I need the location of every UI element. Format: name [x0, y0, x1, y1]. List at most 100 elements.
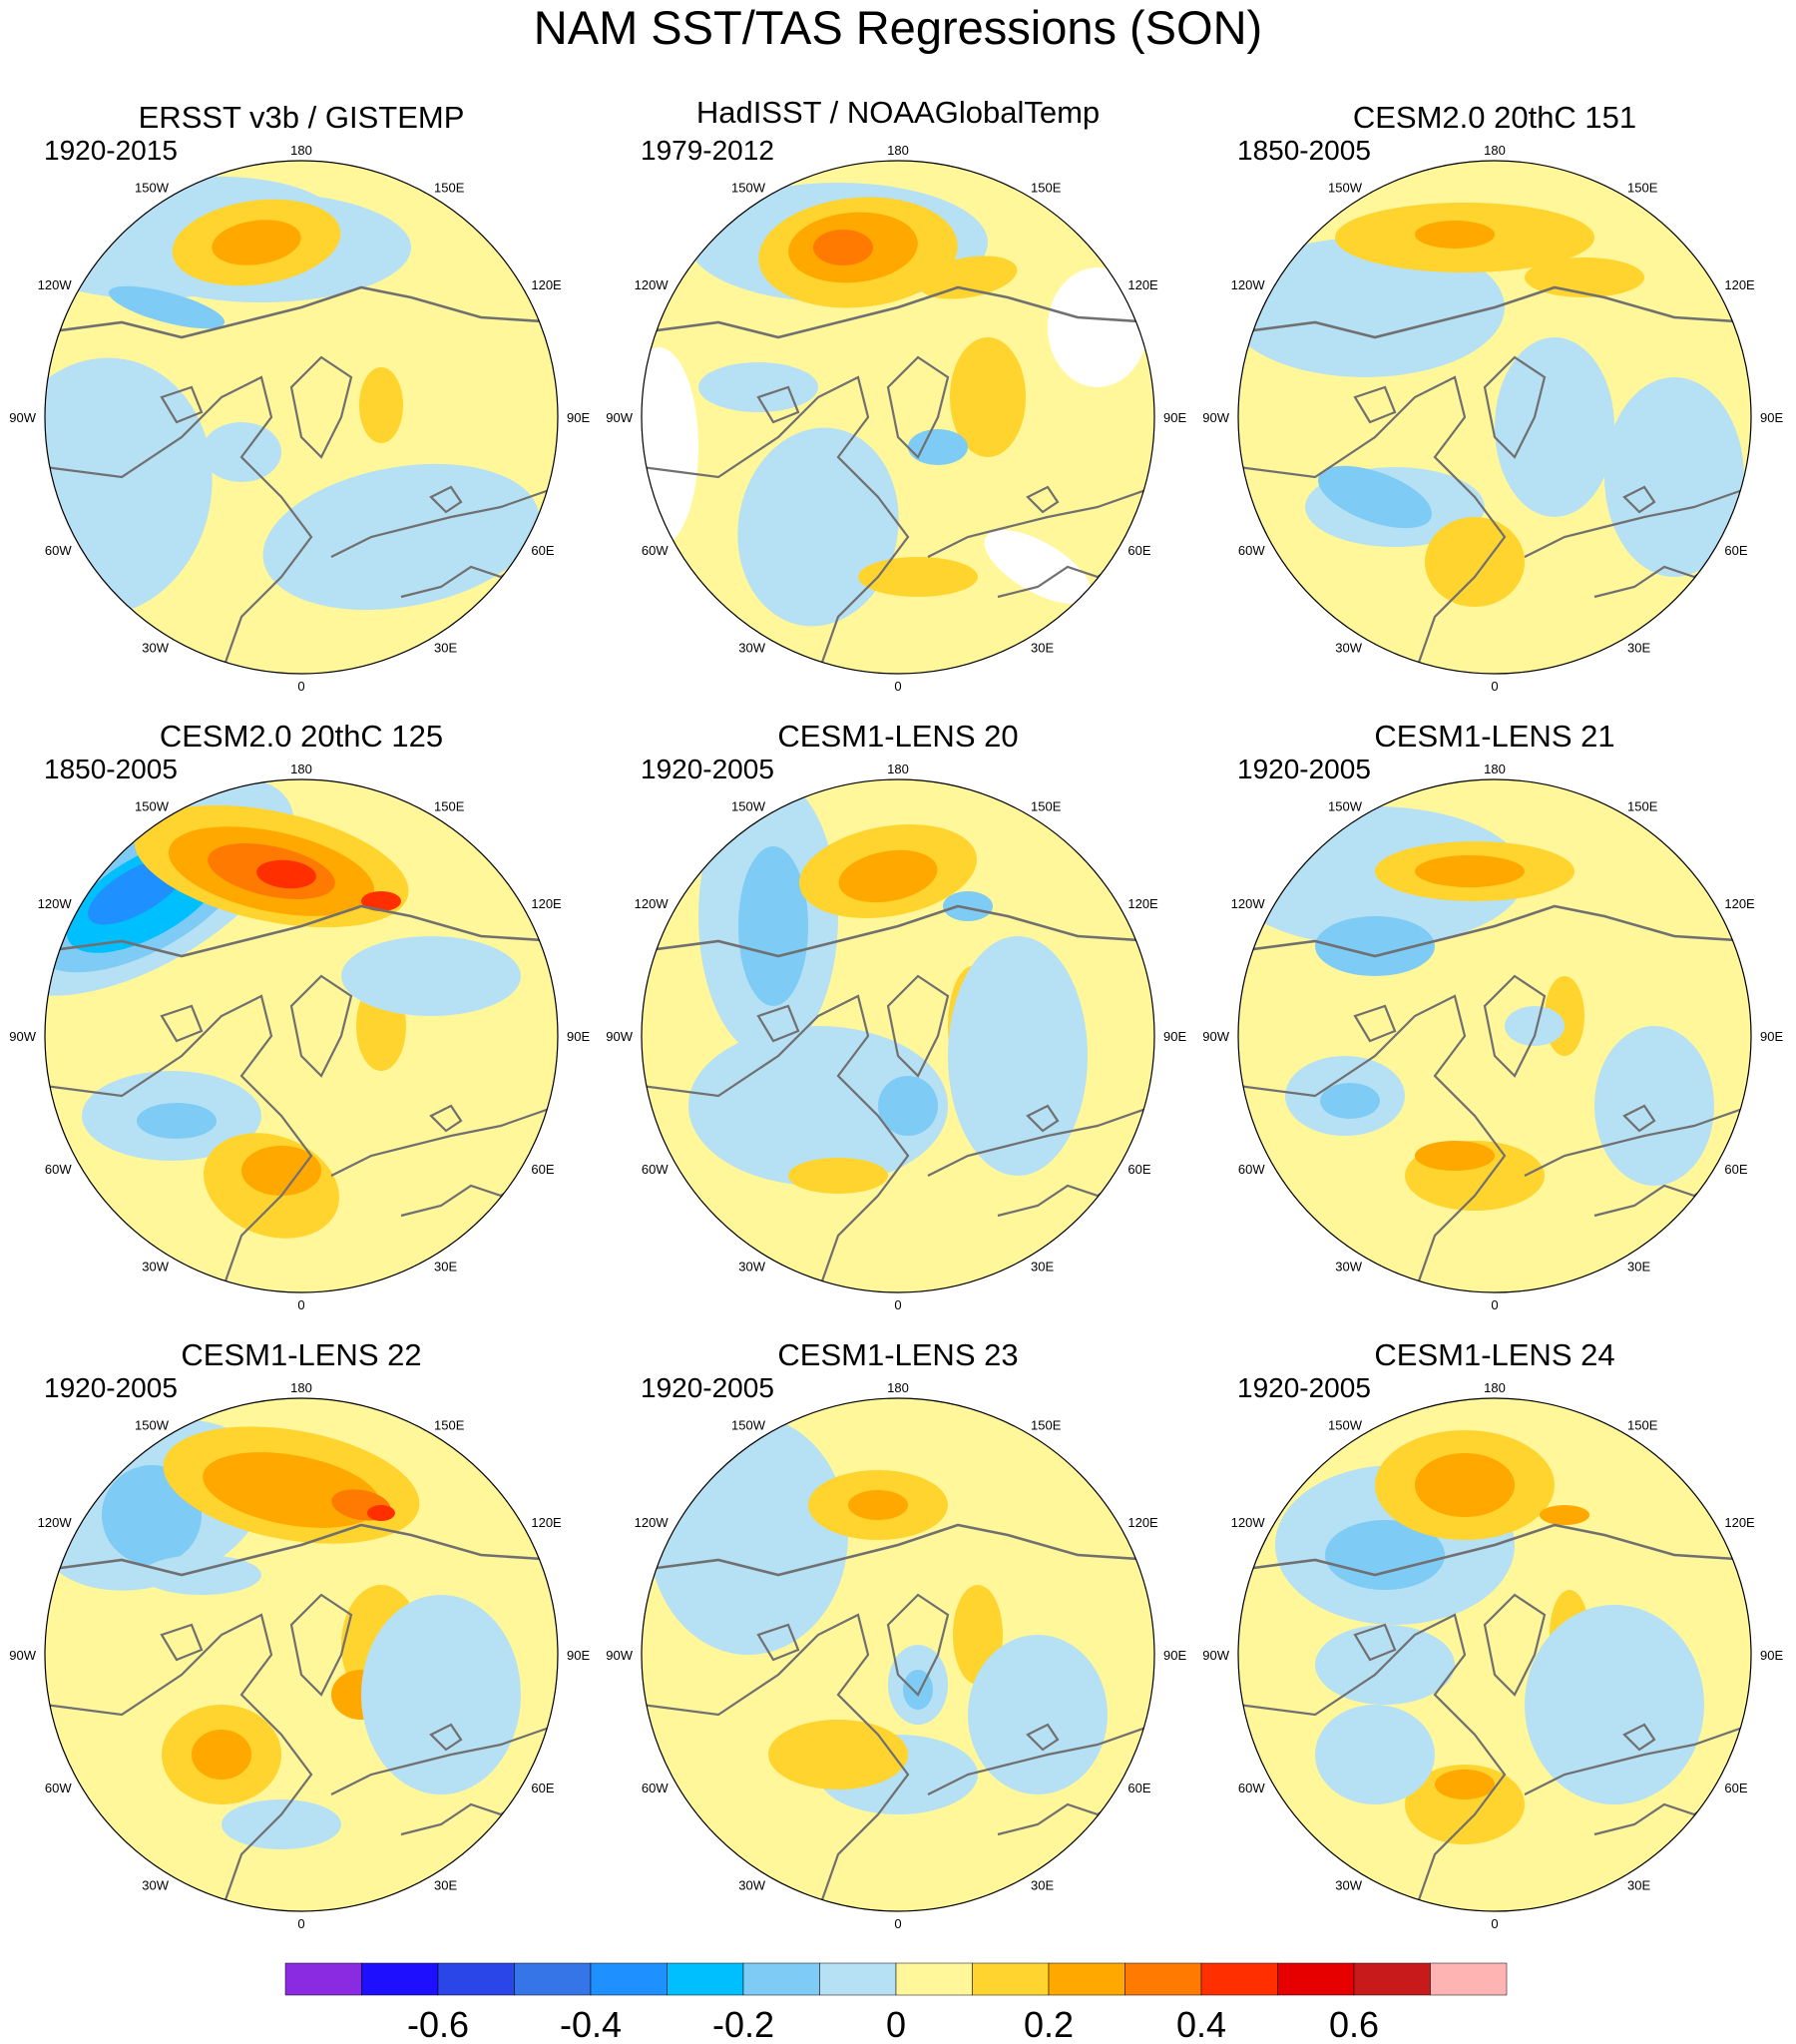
anomaly-contour: [108, 285, 225, 329]
anomaly-contour: [943, 891, 993, 921]
longitude-label: 180: [1484, 762, 1506, 776]
colorbar-swatch: [514, 1962, 592, 1996]
colorbar-swatch: [895, 1962, 973, 1996]
longitude-label: 90W: [9, 410, 36, 425]
anomaly-contour: [1540, 1505, 1589, 1525]
longitude-label: 90W: [1202, 410, 1229, 425]
anomaly-contour: [968, 1635, 1108, 1794]
anomaly-contour: [256, 859, 316, 889]
longitude-label: 30E: [1031, 1877, 1054, 1892]
panel-period: 1850-2005: [1237, 135, 1371, 166]
longitude-label: 150W: [135, 1418, 170, 1433]
anomaly-contour: [262, 463, 540, 611]
panel-period: 1850-2005: [44, 754, 178, 784]
coastline: [642, 285, 1154, 674]
anomaly-contour: [341, 936, 521, 1016]
longitude-label: 60E: [1127, 1162, 1150, 1177]
longitude-label: 60W: [45, 543, 72, 558]
longitude-label: 0: [894, 679, 901, 694]
longitude-label: 30E: [434, 640, 457, 655]
map-field: [1238, 1398, 1751, 1911]
longitude-label: 120E: [1127, 896, 1158, 911]
map-panel: 180 150E 120E 90E 60E 30E 0 30W 60W 90W 120W 150W ER…: [9, 100, 590, 694]
colorbar-swatch: [1124, 1962, 1202, 1996]
longitude-label: 90E: [567, 410, 590, 425]
panel-period: 1920-2005: [641, 1372, 774, 1403]
longitude-label: 30E: [1031, 640, 1054, 655]
longitude-label: 120W: [635, 896, 670, 911]
longitude-label: 60W: [642, 543, 669, 558]
longitude-label: 180: [887, 762, 909, 776]
longitude-label: 150W: [731, 181, 766, 196]
anomaly-contour: [1315, 916, 1435, 976]
longitude-label: 90W: [606, 1648, 633, 1663]
anomaly-contour: [1435, 1770, 1495, 1799]
longitude-label: 90W: [606, 1029, 633, 1044]
longitude-label: 90W: [9, 1648, 36, 1663]
anomaly-contour: [1238, 238, 1505, 377]
longitude-label: 150W: [1328, 1418, 1363, 1433]
colorbar-tick-label: -0.4: [560, 2004, 622, 2044]
anomaly-contour: [688, 1026, 948, 1186]
longitude-label: 30W: [738, 640, 765, 655]
colorbar-swatch: [284, 1962, 362, 1996]
map-field: [642, 779, 1154, 1292]
map-boundary: [1237, 778, 1752, 1293]
longitude-label: 120W: [1231, 896, 1266, 911]
anomaly-contour: [1315, 1705, 1435, 1804]
panel-period: 1920-2005: [1237, 1372, 1371, 1403]
longitude-label: 180: [290, 1380, 312, 1395]
colorbar-tick-label: 0: [886, 2004, 906, 2044]
anomaly-contour: [1317, 465, 1433, 529]
colorbar-tick-label: 0.4: [1176, 2004, 1226, 2044]
map-panel: 180 150E 120E 90E 60E 30E 0 30W 60W 90W 120W 150W CE…: [9, 1337, 590, 1931]
colorbar-swatch: [1353, 1962, 1431, 1996]
map-panel: 180 150E 120E 90E 60E 30E 0 30W 60W 90W 120W 150W CE…: [1202, 719, 1783, 1312]
longitude-label: 30W: [142, 640, 169, 655]
anomaly-contour: [1325, 1520, 1445, 1590]
longitude-label: 60E: [531, 1781, 554, 1795]
longitude-label: 150E: [1627, 181, 1658, 196]
longitude-label: 180: [887, 143, 909, 158]
anomaly-contour: [1495, 337, 1614, 517]
longitude-label: 0: [894, 1297, 901, 1312]
map-field: [642, 161, 1154, 674]
longitude-label: 60E: [1127, 1781, 1150, 1795]
longitude-label: 90W: [1202, 1029, 1229, 1044]
longitude-label: 150E: [1627, 1418, 1658, 1433]
anomaly-contour: [1415, 1453, 1515, 1517]
longitude-label: 0: [894, 1916, 901, 1931]
anomaly-contour: [878, 1076, 938, 1136]
longitude-label: 90E: [1760, 1648, 1783, 1663]
anomaly-contour: [948, 936, 1088, 1176]
longitude-label: 90E: [1760, 410, 1783, 425]
colorbar-swatch: [1048, 1962, 1125, 1996]
anomaly-contour: [813, 230, 873, 265]
longitude-label: 120E: [531, 1515, 562, 1530]
colorbar-swatch: [361, 1962, 439, 1996]
longitude-label: 30W: [738, 1877, 765, 1892]
longitude-label: 30W: [1335, 640, 1362, 655]
map-panel: 180 150E 120E 90E 60E 30E 0 30W 60W 90W 120W 150W CE…: [606, 1337, 1186, 1931]
longitude-label: 90W: [606, 410, 633, 425]
anomaly-contour: [212, 220, 301, 265]
map-boundary: [44, 1397, 559, 1912]
anomaly-contour: [361, 891, 401, 911]
longitude-label: 180: [1484, 1380, 1506, 1395]
longitude-label: 150E: [434, 181, 465, 196]
longitude-label: 30E: [434, 1877, 457, 1892]
longitude-label: 60E: [1724, 543, 1747, 558]
longitude-label: 180: [887, 1380, 909, 1395]
anomaly-contour: [1048, 267, 1147, 387]
panel-period: 1920-2015: [44, 135, 178, 166]
longitude-label: 120E: [1724, 1515, 1755, 1530]
anomaly-contour: [1525, 1605, 1704, 1804]
longitude-label: 0: [1491, 679, 1498, 694]
longitude-label: 150W: [135, 799, 170, 814]
panel-title: CESM2.0 20thC 125: [160, 719, 443, 754]
figure-title: NAM SST/TAS Regressions (SON): [534, 1, 1262, 54]
longitude-label: 0: [1491, 1297, 1498, 1312]
longitude-label: 60W: [642, 1781, 669, 1795]
map-boundary: [1237, 1397, 1752, 1912]
